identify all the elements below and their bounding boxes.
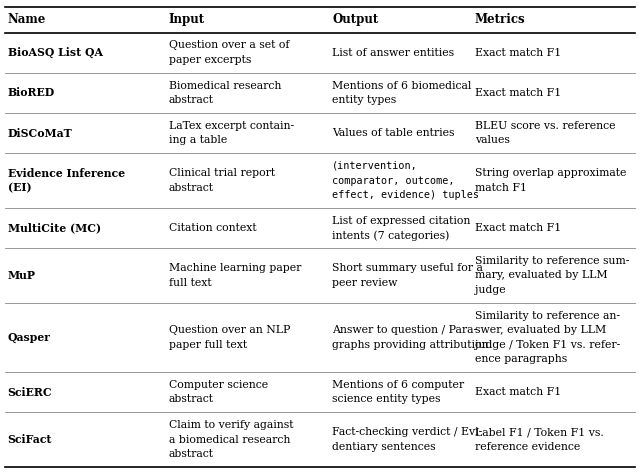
Text: mary, evaluated by LLM: mary, evaluated by LLM (475, 270, 607, 281)
Text: Similarity to reference an-: Similarity to reference an- (475, 310, 620, 320)
Text: MultiCite (MC): MultiCite (MC) (8, 222, 101, 234)
Text: paper excerpts: paper excerpts (169, 55, 252, 65)
Text: abstract: abstract (169, 183, 214, 193)
Text: Evidence Inference: Evidence Inference (8, 168, 125, 179)
Text: Exact match F1: Exact match F1 (475, 387, 561, 397)
Text: BioASQ List QA: BioASQ List QA (8, 47, 102, 58)
Text: Citation context: Citation context (169, 223, 257, 233)
Text: abstract: abstract (169, 394, 214, 404)
Text: Fact-checking verdict / Evi-: Fact-checking verdict / Evi- (332, 427, 483, 437)
Text: abstract: abstract (169, 95, 214, 105)
Text: Question over an NLP: Question over an NLP (169, 325, 291, 335)
Text: Question over a set of: Question over a set of (169, 40, 289, 51)
Text: a biomedical research: a biomedical research (169, 435, 291, 445)
Text: reference evidence: reference evidence (475, 442, 580, 452)
Text: Short summary useful for a: Short summary useful for a (332, 263, 483, 273)
Text: Exact match F1: Exact match F1 (475, 48, 561, 58)
Text: entity types: entity types (332, 95, 396, 105)
Text: (intervention,: (intervention, (332, 161, 418, 171)
Text: Output: Output (332, 13, 378, 27)
Text: BioRED: BioRED (8, 87, 55, 99)
Text: ing a table: ing a table (169, 136, 227, 146)
Text: Values of table entries: Values of table entries (332, 128, 454, 138)
Text: DiSCoMaT: DiSCoMaT (8, 128, 72, 138)
Text: Label F1 / Token F1 vs.: Label F1 / Token F1 vs. (475, 427, 604, 437)
Text: graphs providing attribution: graphs providing attribution (332, 340, 489, 350)
Text: Mentions of 6 biomedical: Mentions of 6 biomedical (332, 81, 472, 91)
Text: paper full text: paper full text (169, 340, 247, 350)
Text: Mentions of 6 computer: Mentions of 6 computer (332, 380, 464, 390)
Text: abstract: abstract (169, 449, 214, 459)
Text: match F1: match F1 (475, 183, 527, 193)
Text: (EI): (EI) (8, 182, 31, 193)
Text: judge / Token F1 vs. refer-: judge / Token F1 vs. refer- (475, 340, 620, 350)
Text: Name: Name (8, 13, 46, 27)
Text: Computer science: Computer science (169, 380, 268, 390)
Text: String overlap approximate: String overlap approximate (475, 168, 627, 178)
Text: Metrics: Metrics (475, 13, 525, 27)
Text: Claim to verify against: Claim to verify against (169, 420, 294, 430)
Text: effect, evidence) tuples: effect, evidence) tuples (332, 190, 479, 200)
Text: Similarity to reference sum-: Similarity to reference sum- (475, 256, 629, 266)
Text: science entity types: science entity types (332, 394, 441, 404)
Text: values: values (475, 136, 509, 146)
Text: Clinical trial report: Clinical trial report (169, 168, 275, 178)
Text: judge: judge (475, 285, 506, 295)
Text: BLEU score vs. reference: BLEU score vs. reference (475, 121, 616, 131)
Text: full text: full text (169, 278, 212, 288)
Text: peer review: peer review (332, 278, 397, 288)
Text: Biomedical research: Biomedical research (169, 81, 282, 91)
Text: MuP: MuP (8, 270, 36, 281)
Text: ence paragraphs: ence paragraphs (475, 354, 567, 364)
Text: comparator, outcome,: comparator, outcome, (332, 175, 454, 185)
Text: LaTex excerpt contain-: LaTex excerpt contain- (169, 121, 294, 131)
Text: Exact match F1: Exact match F1 (475, 88, 561, 98)
Text: Input: Input (169, 13, 205, 27)
Text: dentiary sentences: dentiary sentences (332, 442, 436, 452)
Text: Answer to question / Para-: Answer to question / Para- (332, 325, 477, 335)
Text: Qasper: Qasper (8, 332, 51, 343)
Text: List of answer entities: List of answer entities (332, 48, 454, 58)
Text: SciERC: SciERC (8, 387, 52, 398)
Text: swer, evaluated by LLM: swer, evaluated by LLM (475, 325, 606, 335)
Text: intents (7 categories): intents (7 categories) (332, 230, 449, 240)
Text: Exact match F1: Exact match F1 (475, 223, 561, 233)
Text: Machine learning paper: Machine learning paper (169, 263, 301, 273)
Text: SciFact: SciFact (8, 434, 52, 445)
Text: List of expressed citation: List of expressed citation (332, 216, 470, 226)
